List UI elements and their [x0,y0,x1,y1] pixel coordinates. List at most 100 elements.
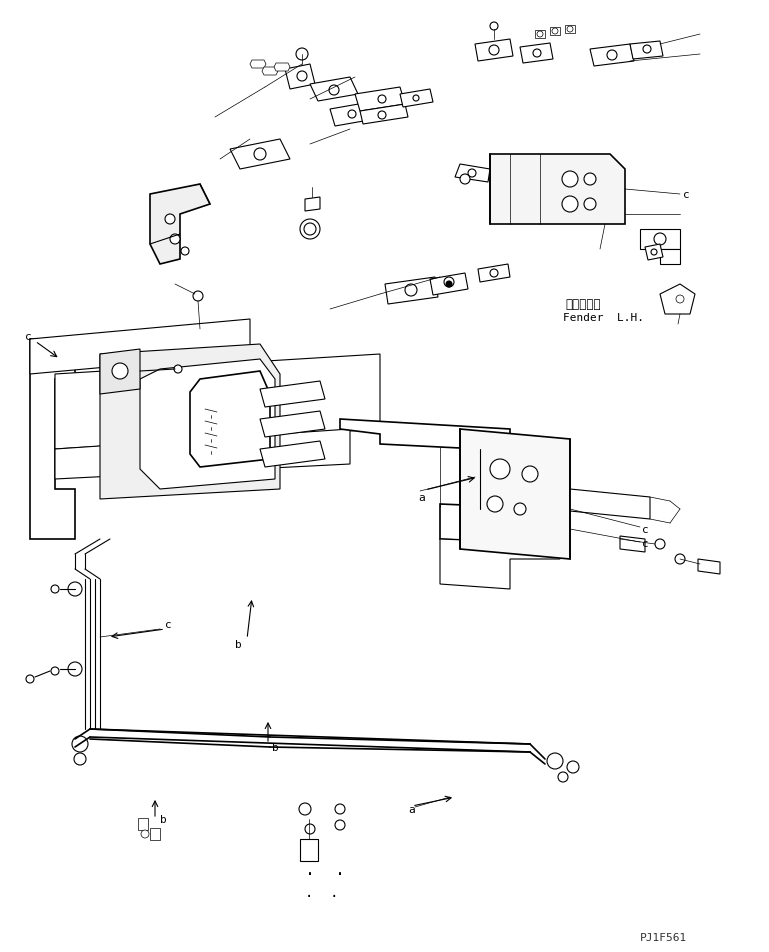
Circle shape [460,175,470,185]
Polygon shape [230,140,290,169]
Circle shape [26,675,34,684]
Polygon shape [570,489,650,520]
Bar [300,839,318,862]
Text: Fender  L.H.: Fender L.H. [563,312,644,323]
Circle shape [296,49,308,61]
Circle shape [299,803,311,815]
Polygon shape [565,26,575,34]
Circle shape [552,29,558,35]
Circle shape [567,762,579,773]
Text: c: c [642,539,649,548]
Polygon shape [305,198,320,211]
Circle shape [584,199,596,210]
Circle shape [193,291,203,302]
Circle shape [170,235,180,245]
Circle shape [378,96,386,104]
Circle shape [68,663,82,676]
Circle shape [300,220,320,240]
Polygon shape [360,105,408,125]
Circle shape [676,296,684,304]
Polygon shape [440,505,560,545]
Circle shape [51,667,59,675]
Circle shape [522,466,538,483]
Polygon shape [430,274,468,296]
Circle shape [112,364,128,380]
Text: b: b [160,814,167,824]
Text: フェンダ左: フェンダ左 [565,298,601,311]
Circle shape [654,234,666,246]
Circle shape [567,27,573,33]
Circle shape [468,169,476,178]
Circle shape [348,110,356,119]
Text: b: b [235,640,241,649]
Circle shape [405,285,417,297]
Polygon shape [285,65,315,89]
Circle shape [607,51,617,61]
Circle shape [487,497,503,512]
Polygon shape [478,265,510,283]
Circle shape [335,820,345,830]
Circle shape [562,171,578,188]
Polygon shape [460,429,570,560]
Circle shape [181,248,189,256]
Circle shape [335,804,345,814]
Circle shape [329,86,339,96]
Polygon shape [535,31,545,39]
Circle shape [489,46,499,56]
Polygon shape [30,320,250,374]
Circle shape [74,753,86,765]
Polygon shape [385,278,438,305]
Circle shape [675,554,685,565]
Circle shape [174,366,182,373]
Polygon shape [640,229,680,249]
Circle shape [413,96,419,102]
Circle shape [547,753,563,769]
Circle shape [446,282,452,288]
Polygon shape [330,103,375,127]
Circle shape [141,830,149,838]
Text: c: c [642,525,649,534]
Polygon shape [150,185,210,265]
Polygon shape [274,64,290,72]
Polygon shape [260,382,325,407]
Polygon shape [140,360,275,489]
Circle shape [514,504,526,515]
Circle shape [305,824,315,834]
Circle shape [562,197,578,213]
Polygon shape [660,249,680,265]
Circle shape [533,50,541,58]
Circle shape [643,46,651,54]
Text: c: c [25,331,32,342]
Circle shape [490,269,498,278]
Bar [150,828,160,840]
Polygon shape [100,345,280,500]
Circle shape [378,112,386,120]
Bar [138,818,148,830]
Polygon shape [440,540,560,589]
Polygon shape [400,89,433,108]
Circle shape [490,23,498,31]
Text: PJ1F561: PJ1F561 [640,932,687,942]
Polygon shape [30,340,75,540]
Circle shape [537,32,543,38]
Polygon shape [100,349,140,394]
Polygon shape [490,155,625,225]
Text: a: a [408,804,414,814]
Polygon shape [262,68,278,76]
Circle shape [444,278,454,288]
Circle shape [297,72,307,82]
Circle shape [51,585,59,593]
Text: .  .: . . [305,860,345,878]
Polygon shape [645,245,663,261]
Circle shape [651,249,657,256]
Circle shape [584,174,596,186]
Circle shape [558,772,568,783]
Polygon shape [520,44,553,64]
Polygon shape [55,429,350,480]
Circle shape [304,224,316,236]
Polygon shape [630,42,663,60]
Circle shape [254,149,266,161]
Polygon shape [660,285,695,315]
Polygon shape [475,40,513,62]
Polygon shape [250,61,266,69]
